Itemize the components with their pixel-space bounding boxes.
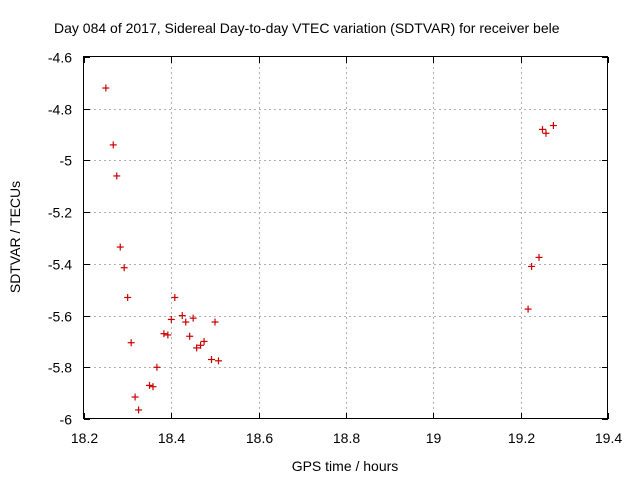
x-axis-tick-labels: 18.2 18.4 18.6 18.8 19 19.2 19.4	[71, 430, 622, 446]
data-point	[535, 253, 543, 261]
data-point	[214, 357, 222, 365]
data-point	[120, 264, 128, 272]
y-tick-label: -5.4	[48, 257, 72, 273]
data-point	[124, 293, 132, 301]
data-point	[127, 339, 135, 347]
y-tick-label: -5.2	[48, 205, 72, 221]
plot-frame	[83, 56, 608, 419]
data-point	[542, 129, 550, 137]
data-point	[178, 312, 186, 320]
y-axis-title: SDTVAR / TECUs	[7, 181, 23, 293]
data-point	[149, 383, 157, 391]
data-point	[189, 314, 197, 322]
data-point	[200, 337, 208, 345]
x-tick-label: 19.2	[508, 430, 535, 446]
y-axis-tick-labels: -6 -5.8 -5.6 -5.4 -5.2 -5 -4.8 -4.6	[48, 50, 72, 428]
data-point	[186, 332, 194, 340]
y-tick-label: -5.6	[48, 309, 72, 325]
data-point	[528, 262, 536, 270]
y-tick-label: -4.6	[48, 50, 72, 66]
y-tick-label: -6	[60, 412, 73, 428]
x-axis-title: GPS time / hours	[292, 458, 399, 474]
data-point	[153, 363, 161, 371]
data-point	[109, 141, 117, 149]
chart-title: Day 084 of 2017, Sidereal Day-to-day VTE…	[54, 20, 560, 36]
grid	[84, 57, 608, 419]
data-point	[167, 315, 175, 323]
data-point	[539, 125, 546, 133]
y-tick-label: -5	[60, 153, 73, 169]
data-point	[182, 318, 190, 326]
data-point	[208, 356, 216, 364]
data-point	[164, 331, 172, 339]
x-tick-label: 19	[426, 430, 442, 446]
data-point	[171, 293, 179, 301]
data-point	[193, 344, 201, 352]
x-tick-label: 18.6	[246, 430, 273, 446]
axis-ticks	[84, 57, 609, 420]
y-tick-label: -5.8	[48, 360, 72, 376]
x-tick-label: 18.2	[71, 430, 98, 446]
y-tick-label: -4.8	[48, 102, 72, 118]
data-point	[146, 381, 153, 389]
data-point	[524, 305, 532, 313]
data-point	[211, 318, 219, 326]
data-point	[197, 341, 205, 349]
data-points	[102, 84, 557, 414]
x-tick-label: 18.8	[333, 430, 360, 446]
data-point	[549, 122, 557, 130]
data-point	[102, 84, 110, 92]
x-tick-label: 19.4	[595, 430, 622, 446]
data-point	[135, 406, 143, 414]
data-point	[116, 243, 124, 251]
x-tick-label: 18.4	[158, 430, 185, 446]
data-point	[131, 393, 139, 401]
data-point	[160, 330, 168, 338]
data-point	[113, 172, 121, 180]
